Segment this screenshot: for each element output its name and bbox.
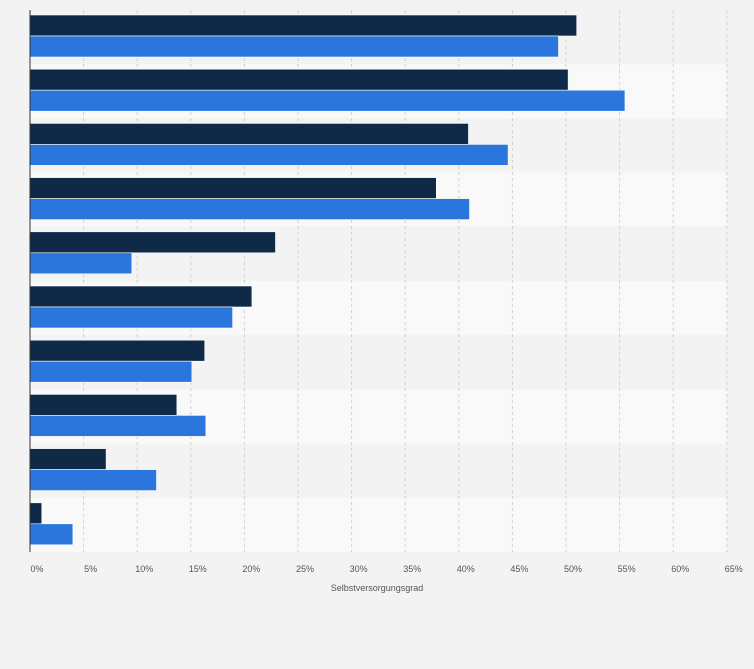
bar-series-2[interactable] bbox=[29, 523, 74, 546]
bar-series-1[interactable] bbox=[29, 123, 469, 145]
bar-series-2[interactable] bbox=[29, 89, 626, 112]
bar-series-2[interactable] bbox=[29, 306, 233, 329]
x-tick-label: 40% bbox=[457, 564, 475, 574]
x-tick-label: 5% bbox=[84, 564, 97, 574]
bar-series-1[interactable] bbox=[29, 448, 107, 470]
x-tick-label: 55% bbox=[618, 564, 636, 574]
x-axis-title: Selbstversorgungsgrad bbox=[331, 583, 424, 593]
x-tick-label: 45% bbox=[510, 564, 528, 574]
bar-series-1[interactable] bbox=[29, 339, 206, 362]
x-tick-label: 10% bbox=[135, 564, 153, 574]
x-tick-label: 50% bbox=[564, 564, 582, 574]
row-band bbox=[30, 497, 727, 552]
bars bbox=[29, 14, 626, 546]
bar-series-1[interactable] bbox=[29, 231, 276, 254]
x-tick-label: 65% bbox=[725, 564, 743, 574]
x-tick-labels: 0% 5% 10% 15% 20% 25% 30% 35% 40% 45% 50% 55% 60% 65% bbox=[30, 564, 742, 574]
bar-series-1[interactable] bbox=[29, 68, 569, 91]
x-tick-label: 35% bbox=[403, 564, 421, 574]
x-tick-label: 60% bbox=[671, 564, 689, 574]
bar-series-2[interactable] bbox=[29, 35, 559, 58]
bar-series-2[interactable] bbox=[29, 360, 193, 383]
bar-series-2[interactable] bbox=[29, 252, 133, 275]
x-tick-label: 0% bbox=[30, 564, 43, 574]
bar-series-1[interactable] bbox=[29, 285, 253, 308]
x-tick-label: 15% bbox=[189, 564, 207, 574]
x-tick-label: 30% bbox=[350, 564, 368, 574]
x-tick-label: 25% bbox=[296, 564, 314, 574]
bar-series-2[interactable] bbox=[29, 415, 207, 437]
bar-series-1[interactable] bbox=[29, 14, 578, 37]
bar-series-2[interactable] bbox=[29, 198, 470, 220]
bar-series-1[interactable] bbox=[29, 177, 437, 199]
bar-series-1[interactable] bbox=[29, 394, 178, 416]
x-tick-label: 20% bbox=[242, 564, 260, 574]
bar-series-2[interactable] bbox=[29, 469, 157, 491]
bar-series-1[interactable] bbox=[29, 502, 43, 525]
bar-series-2[interactable] bbox=[29, 144, 509, 166]
